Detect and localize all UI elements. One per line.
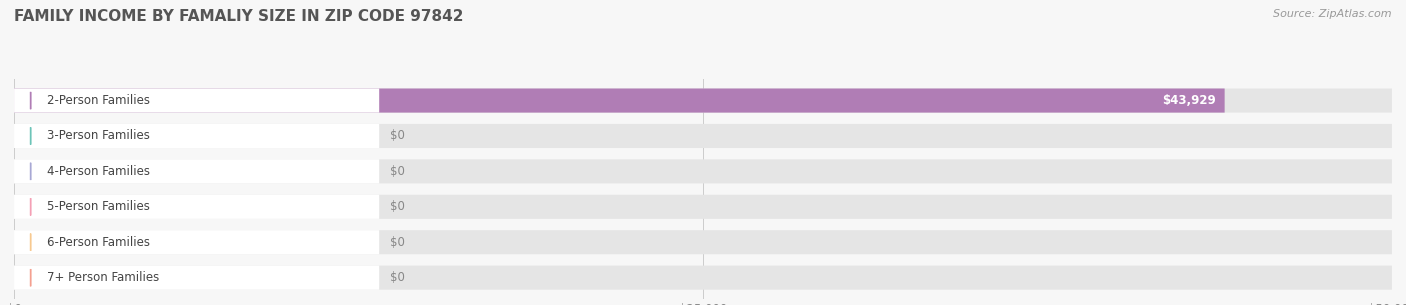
Text: $0: $0 xyxy=(391,236,405,249)
FancyBboxPatch shape xyxy=(14,230,380,254)
FancyBboxPatch shape xyxy=(14,230,1392,254)
FancyBboxPatch shape xyxy=(14,159,1392,183)
Text: Source: ZipAtlas.com: Source: ZipAtlas.com xyxy=(1274,9,1392,19)
Text: FAMILY INCOME BY FAMALIY SIZE IN ZIP CODE 97842: FAMILY INCOME BY FAMALIY SIZE IN ZIP COD… xyxy=(14,9,464,24)
Text: $0: $0 xyxy=(391,271,405,284)
FancyBboxPatch shape xyxy=(14,88,1225,113)
FancyBboxPatch shape xyxy=(14,195,1392,219)
FancyBboxPatch shape xyxy=(14,266,1392,290)
FancyBboxPatch shape xyxy=(14,88,380,113)
Text: 5-Person Families: 5-Person Families xyxy=(48,200,150,213)
FancyBboxPatch shape xyxy=(14,159,380,183)
Text: $0: $0 xyxy=(391,200,405,213)
Text: 3-Person Families: 3-Person Families xyxy=(48,129,150,142)
FancyBboxPatch shape xyxy=(14,266,380,290)
FancyBboxPatch shape xyxy=(14,124,380,148)
FancyBboxPatch shape xyxy=(14,195,380,219)
Text: 2-Person Families: 2-Person Families xyxy=(48,94,150,107)
Text: 7+ Person Families: 7+ Person Families xyxy=(48,271,159,284)
Text: 6-Person Families: 6-Person Families xyxy=(48,236,150,249)
Text: 4-Person Families: 4-Person Families xyxy=(48,165,150,178)
Text: $0: $0 xyxy=(391,129,405,142)
Text: $43,929: $43,929 xyxy=(1163,94,1216,107)
FancyBboxPatch shape xyxy=(14,124,1392,148)
Text: $0: $0 xyxy=(391,165,405,178)
FancyBboxPatch shape xyxy=(14,88,1392,113)
